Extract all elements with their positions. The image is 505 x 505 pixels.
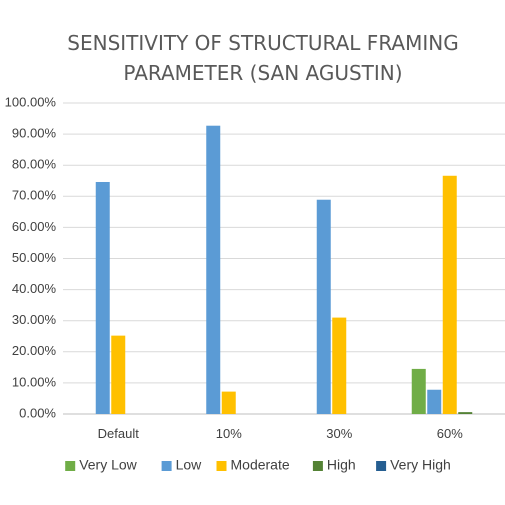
x-tick-label: Default [98,426,140,441]
y-axis-ticks: 0.00% 10.00% 20.00% 30.00% 40.00% 50.00% 60.00… [5,94,57,420]
bar-low-3 [427,389,442,414]
y-tick-label: 70.00% [12,188,57,203]
y-tick-label: 90.00% [12,126,57,141]
bar-low-2 [316,199,331,414]
y-tick-label: 100.00% [5,94,57,109]
legend-label: Very Low [79,457,137,473]
legend-swatch-low [161,461,172,471]
y-tick-label: 0.00% [19,405,56,420]
legend-swatch-very-low [65,461,76,471]
y-tick-label: 80.00% [12,157,57,172]
bar-moderate-1 [221,391,236,414]
x-axis-ticks: Default 10% 30% 60% [98,426,464,441]
x-tick-label: 60% [437,426,463,441]
bar-high-3 [458,412,473,414]
y-tick-label: 50.00% [12,250,57,265]
bar-very-low-3 [411,368,426,414]
y-tick-label: 20.00% [12,343,57,358]
chart-title-line-2: PARAMETER (SAN AGUSTIN) [123,61,402,85]
gridlines [63,102,505,415]
legend-label: High [327,457,356,473]
legend-label: Moderate [231,457,290,473]
legend-swatch-very-high [376,461,387,471]
legend-label: Very High [390,457,451,473]
bar-moderate-3 [442,175,457,414]
x-tick-label: 30% [326,426,352,441]
bar-moderate-2 [332,317,347,414]
legend-label: Low [176,457,203,473]
y-tick-label: 10.00% [12,374,57,389]
bars [95,125,473,414]
legend: Very Low Low Moderate High Very High [65,457,451,473]
x-tick-label: 10% [216,426,242,441]
chart-title-line-1: SENSITIVITY OF STRUCTURAL FRAMING [67,31,458,55]
bar-low-0 [95,181,110,414]
y-tick-label: 30.00% [12,312,57,327]
bar-low-1 [206,125,221,414]
y-tick-label: 40.00% [12,281,57,296]
legend-swatch-high [312,461,323,471]
y-tick-label: 60.00% [12,219,57,234]
bar-moderate-0 [111,335,126,414]
legend-swatch-moderate [216,461,227,471]
